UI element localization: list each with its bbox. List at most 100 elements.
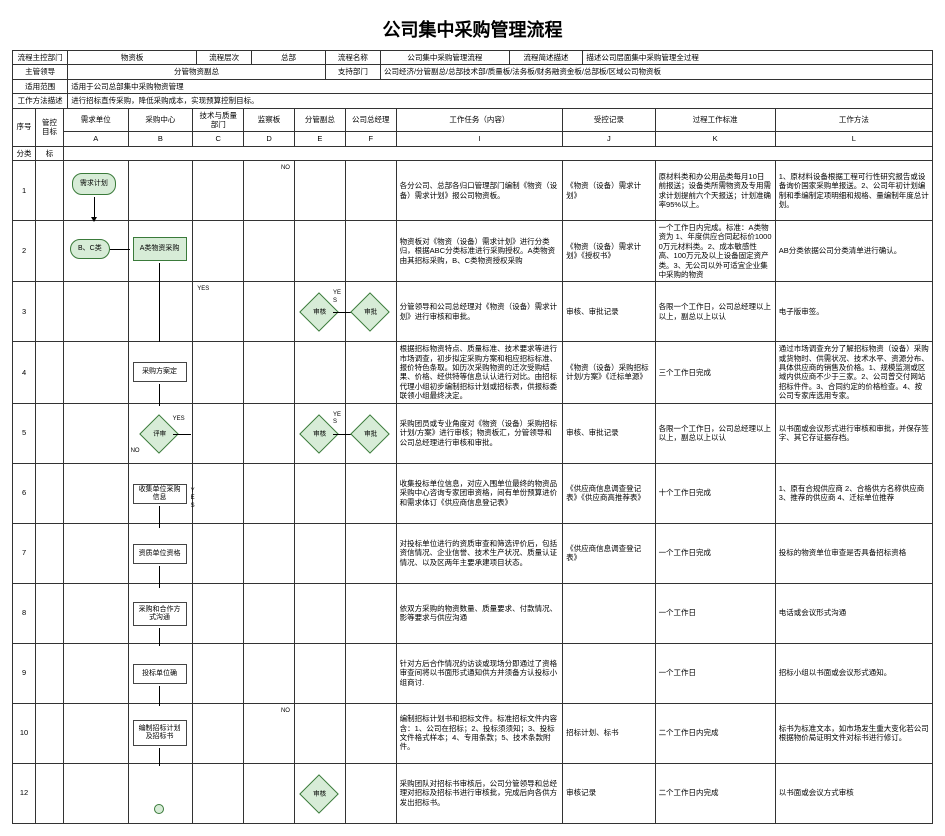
r1-rec: 《物资（设备）需求计划》 [563, 161, 655, 221]
blank-sep [63, 146, 932, 160]
r5-colE: 审核 YES [294, 403, 345, 463]
r9-n: 9 [13, 643, 36, 703]
r10-colB: 编制招标计划及招标书 [128, 703, 193, 763]
r4-meth: 通过市场调查充分了解招标物资（设备）采购或货物时、供需状况、技术水平、资源分布、… [775, 342, 932, 403]
no-label: NO [281, 165, 290, 173]
r3-task: 分管领导和公司总经理对《物资（设备）需求计划》进行审核和审批。 [396, 282, 562, 342]
col-l-9: J [563, 132, 655, 146]
r8-colB: 采购和合作方式沟通 [128, 583, 193, 643]
r7-colB: 资质单位资格 [128, 523, 193, 583]
hdr-r1c4l: 流程简述描述 [509, 51, 583, 65]
r6-n: 6 [13, 463, 36, 523]
hdr-r1c1v: 物资板 [68, 51, 197, 65]
r2-rec: 《物资（设备）需求计划》《授权书》 [563, 221, 655, 282]
r4-task: 根据招标物资特点、质量标准、技术要求等进行市场调查，初步拟定采购方案和相应招标标… [396, 342, 562, 403]
hdr-r1c3v: 公司集中采购管理流程 [380, 51, 509, 65]
hdr-r1c3l: 流程名称 [325, 51, 380, 65]
r10-noD: NO [244, 703, 295, 763]
r2-n: 2 [13, 221, 36, 282]
hdr-r3l: 适用范围 [13, 79, 68, 93]
r7-std: 一个工作日完成 [655, 523, 775, 583]
page-title: 公司集中采购管理流程 [12, 16, 933, 42]
hdr-r1c4v: 描述公司层面集中采购管理全过程 [583, 51, 933, 65]
r10-meth: 标书为标准文本，如市场发生重大变化若公司根据物价局证明文件对标书进行修订。 [775, 703, 932, 763]
r1-task: 各分公司、总部各归口管理部门编制《物资（设备）需求计划》报公司物资板。 [396, 161, 562, 221]
r5-colB: 评审 NO YES [128, 403, 193, 463]
col-h-5: 公司总经理 [345, 108, 396, 132]
r1-colA: 需求计划 [63, 161, 128, 221]
r3-std: 各限一个工作日，公司总经理以上以上，副总以上以认 [655, 282, 775, 342]
r3-yes: YES [193, 282, 244, 342]
check-d3: 审核 [299, 774, 339, 814]
r7-meth: 投标的物资单位审查是否具备招标资格 [775, 523, 932, 583]
yes-label-3: YES [197, 286, 209, 294]
r12-colE: 审核 [294, 763, 345, 823]
r3-colE: 审核 YES [294, 282, 345, 342]
hdr-r3v: 适用于公司总部集中采购物资管理 [68, 79, 933, 93]
r5-std: 各限一个工作日，公司总经理以上以上，副总以上以认 [655, 403, 775, 463]
hdr-r2c1l: 主管领导 [13, 65, 68, 79]
r1-std: 原材料类和办公用品类每月10日前报送；设备类所需物资及专用需求计划提前六个天报送… [655, 161, 775, 221]
r9-std: 一个工作日 [655, 643, 775, 703]
collect-shape: 收集单位采购信息 [133, 484, 187, 504]
col-l-2: A [63, 132, 128, 146]
r5-rec: 审核、审批记录 [563, 403, 655, 463]
bc-shape: B、C类 [70, 239, 110, 259]
r1-n: 1 [13, 161, 36, 221]
r4-rec: 《物资（设备）采购招标计划/方案》《迁标单源》 [563, 342, 655, 403]
row-2: 2 B、C类 A类物资采购 物资板对《物资（设备）需求计划》进行分类归，根据AB… [13, 221, 933, 282]
connector-12 [154, 804, 164, 814]
row-1: 1 需求计划 NO 各分公司、总部各归口管理部门编制《物资（设备）需求计划》报公… [13, 161, 933, 221]
col-h-0: 需求单位 [63, 108, 128, 132]
row-3: 3 YES 审核 YES 审批 分管领导和公司总经理对《物资（设备）需求计划》进… [13, 282, 933, 342]
r10-n: 10 [13, 703, 36, 763]
hdr-r1c2l: 流程层次 [196, 51, 251, 65]
col-l-1: 标 [36, 146, 64, 160]
col-h-3: 监察板 [244, 108, 295, 132]
col-h-6: 工作任务（内容） [396, 108, 562, 132]
row-4: 4 采购方案定 根据招标物资特点、质量标准、技术要求等进行市场调查，初步拟定采购… [13, 342, 933, 403]
row-10: 10 编制招标计划及招标书 NO 编制招标计划书和招标文件。标准招标文件内容含：… [13, 703, 933, 763]
col-h-4: 分管副总 [294, 108, 345, 132]
plan-shape: 采购方案定 [133, 362, 187, 382]
r1-no: NO [244, 161, 295, 221]
r6-meth: 1、原有合规供应商 2、合格供方名称供应商 3、推荐的供应商 4、迁标单位推荐 [775, 463, 932, 523]
r4-n: 4 [13, 342, 36, 403]
row-7: 7 资质单位资格 对投标单位进行的资质审查和筛选评价后，包括资信情况、企业信誉、… [13, 523, 933, 583]
r9-meth: 招标小组以书面或会议形式通知。 [775, 643, 932, 703]
header-table: 流程主控部门 物资板 流程层次 总部 流程名称 公司集中采购管理流程 流程简述描… [12, 50, 933, 109]
r12-task: 采购团队对招标书审核后，公司分管领导和总经理对招标及招标书进行审核批，完成后向各… [396, 763, 562, 823]
hdr-r2c2l: 支持部门 [325, 65, 380, 79]
r6-rec: 《供应商信息调查登记表》《供应商高推荐表》 [563, 463, 655, 523]
col-l-7: F [345, 132, 396, 146]
a-shape: A类物资采购 [133, 237, 187, 261]
r3-meth: 电子版审签。 [775, 282, 932, 342]
col-l-3: B [128, 132, 193, 146]
r2-task: 物资板对《物资（设备）需求计划》进行分类归，根据ABC分类标准进行采购授权。A类… [396, 221, 562, 282]
r4-colB: 采购方案定 [128, 342, 193, 403]
comm-shape: 采购和合作方式沟通 [133, 602, 187, 626]
r3-n: 3 [13, 282, 36, 342]
r10-std: 二个工作日内完成 [655, 703, 775, 763]
r8-meth: 电话或会议形式沟通 [775, 583, 932, 643]
col-l-8: I [396, 132, 562, 146]
r3-rec: 审核、审批记录 [563, 282, 655, 342]
r12-n: 12 [13, 763, 36, 823]
col-l-10: K [655, 132, 775, 146]
r12-rec: 审核记录 [563, 763, 655, 823]
r9-task: 针对方后合作情况约访谈或现场分即通过了资格审查间将以书面形式通知供方并须备方认投… [396, 643, 562, 703]
hdr-r4v: 进行招标直传采购，降低采购成本，实现预算控制目标。 [68, 94, 933, 108]
r8-std: 一个工作日 [655, 583, 775, 643]
col-h-2: 技术与质量部门 [193, 108, 244, 132]
r8-rec [563, 583, 655, 643]
hdr-r1c2v: 总部 [252, 51, 326, 65]
col-seq: 序号 [13, 108, 36, 146]
r8-n: 8 [13, 583, 36, 643]
approve-d2: 审批 [350, 414, 390, 454]
start-shape: 需求计划 [72, 173, 116, 195]
r3-colF: 审批 [345, 282, 396, 342]
r10-rec: 招标计划、标书 [563, 703, 655, 763]
r7-n: 7 [13, 523, 36, 583]
hdr-r4l: 工作方法描述 [13, 94, 68, 108]
approve-d1: 审批 [350, 292, 390, 332]
